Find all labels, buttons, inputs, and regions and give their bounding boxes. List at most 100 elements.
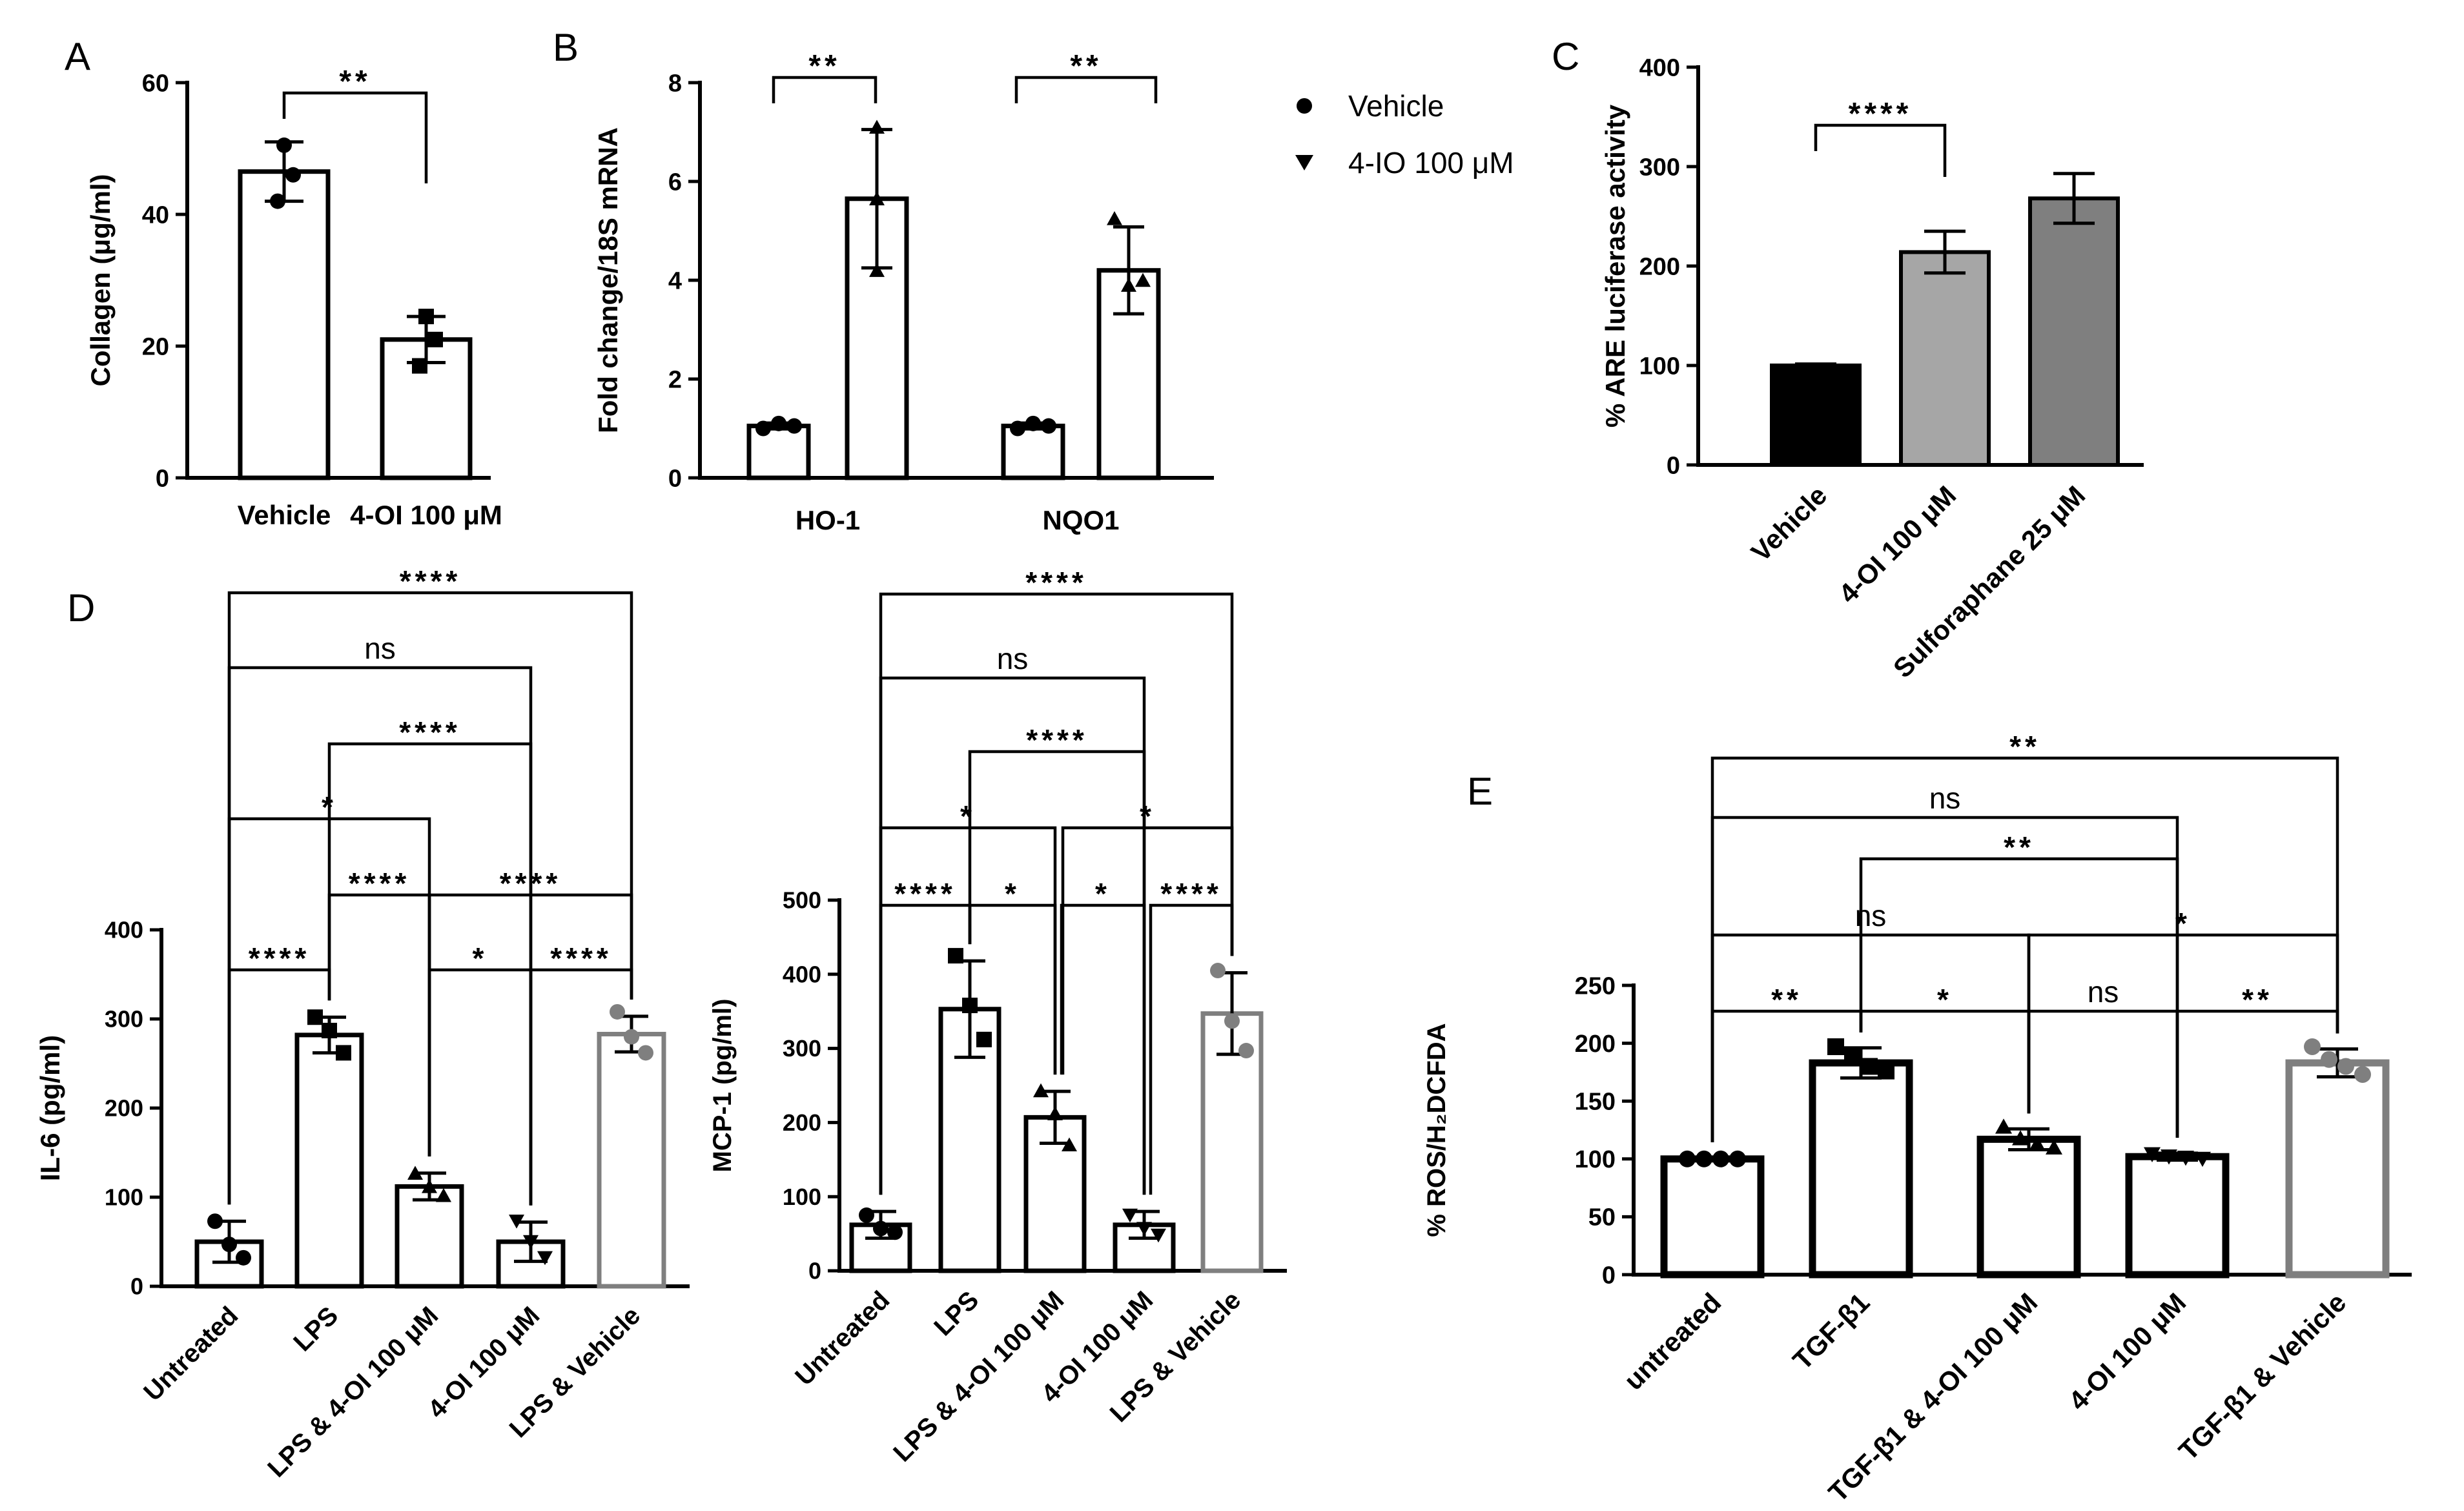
axis-e-ytick-label: 200 bbox=[1575, 1031, 1616, 1058]
axis-c-ytick-label: 200 bbox=[1639, 253, 1680, 280]
significance-bracket-label: **** bbox=[400, 564, 462, 598]
panel-letter-a: A bbox=[65, 35, 90, 78]
panel-letter-b: B bbox=[553, 26, 579, 69]
data-point bbox=[1878, 1062, 1894, 1080]
axis-c-ytick-label: 300 bbox=[1639, 154, 1680, 181]
x-tick-label-5: TGF-β1 & Vehicle bbox=[2173, 1287, 2352, 1466]
significance-bracket bbox=[879, 592, 1234, 1195]
bar-2 bbox=[1809, 1059, 1913, 1279]
data-point bbox=[976, 1031, 992, 1047]
significance-bracket-label: **** bbox=[349, 867, 411, 900]
axis-d-mcp1-ytick-label: 300 bbox=[783, 1035, 821, 1062]
axis-b-ytick-label: 2 bbox=[668, 366, 682, 393]
significance-bracket bbox=[2027, 1009, 2179, 1138]
significance-bracket-label: ** bbox=[1070, 49, 1102, 83]
axis-c-ytick-label: 0 bbox=[1667, 452, 1680, 479]
significance-bracket bbox=[772, 76, 878, 103]
data-point bbox=[869, 119, 885, 134]
x-tick-label-1: untreated bbox=[1618, 1287, 1727, 1396]
data-point bbox=[873, 1220, 888, 1237]
legend-vehicle-label: Vehicle bbox=[1348, 89, 1444, 123]
chart-c: 0 100 200 300 400 % ARE luciferase activity Ve… bbox=[1600, 54, 2144, 684]
x-tick-label-1: Vehicle bbox=[1745, 480, 1833, 568]
significance-bracket bbox=[282, 91, 428, 183]
data-point bbox=[624, 1029, 639, 1045]
significance-bracket-label: * bbox=[1095, 877, 1111, 910]
axis-d-mcp1-ytick-label: 500 bbox=[783, 887, 821, 914]
panel-letter-d: D bbox=[67, 586, 95, 630]
y-axis-title: Fold change/18S mRNA bbox=[593, 127, 623, 433]
significance-bracket-label: **** bbox=[550, 941, 612, 975]
bar-2 bbox=[1899, 250, 1991, 467]
data-point bbox=[962, 998, 978, 1014]
data-point bbox=[436, 1187, 451, 1202]
data-point bbox=[1210, 963, 1226, 979]
axis-d-mcp1-ytick-label: 100 bbox=[783, 1184, 821, 1210]
y-axis-title: % ROS/H₂DCFDA bbox=[1422, 1023, 1451, 1237]
y-axis-title: MCP-1 (pg/ml) bbox=[708, 999, 737, 1173]
axis-c-ytick-label: 100 bbox=[1639, 353, 1680, 380]
significance-bracket-label: ns bbox=[1929, 781, 1961, 815]
x-tick-label-2: TGF-β1 bbox=[1787, 1287, 1875, 1375]
data-point bbox=[869, 191, 885, 205]
data-point bbox=[276, 137, 292, 153]
axis-d-il6-ytick-label: 0 bbox=[130, 1273, 143, 1300]
axis-d-mcp1-ytick-label: 0 bbox=[808, 1258, 821, 1284]
significance-bracket bbox=[1814, 123, 1947, 177]
data-point bbox=[1224, 1013, 1240, 1029]
significance-bracket-label: * bbox=[473, 941, 488, 975]
data-point bbox=[2337, 1058, 2354, 1075]
data-point bbox=[1062, 1137, 1077, 1152]
significance-bracket-label: **** bbox=[1026, 723, 1088, 757]
axis-d-mcp1-ytick-label: 400 bbox=[783, 961, 821, 987]
bar-5 bbox=[1200, 1011, 1264, 1273]
data-point bbox=[1136, 1222, 1152, 1236]
bar-2 bbox=[294, 1033, 364, 1289]
data-point bbox=[509, 1215, 524, 1229]
data-point bbox=[2161, 1149, 2177, 1165]
chart-b: 0 2 4 6 8 Fold change/18S mRNA HO-1 NQO1 ** ** bbox=[593, 49, 1214, 535]
significance-bracket-label: ns bbox=[2088, 975, 2119, 1009]
data-point bbox=[1827, 1038, 1844, 1055]
data-point bbox=[537, 1251, 553, 1266]
axis-d-il6-ytick-label: 100 bbox=[105, 1184, 143, 1211]
axis-d-il6-ytick-label: 200 bbox=[105, 1095, 143, 1122]
x-tick-label-1: Untreated bbox=[138, 1301, 243, 1406]
significance-bracket-label: ** bbox=[2009, 730, 2040, 763]
x-tick-label-2: 4-OI 100 μM bbox=[350, 500, 502, 530]
data-point bbox=[523, 1235, 539, 1249]
bar-1 bbox=[1660, 1155, 1765, 1279]
significance-bracket-label: **** bbox=[500, 867, 562, 900]
bar-1 bbox=[238, 169, 331, 480]
data-point bbox=[610, 1003, 625, 1020]
data-point bbox=[1122, 1208, 1138, 1223]
data-point bbox=[407, 1166, 423, 1180]
data-point bbox=[221, 1237, 237, 1253]
chart-e: 0 50 100 150 200 250 % ROS/H₂DCFDA untreated TGF… bbox=[1422, 730, 2412, 1508]
data-point bbox=[2012, 1130, 2029, 1146]
legend-vehicle-marker bbox=[1297, 98, 1312, 114]
y-axis-title: IL-6 (pg/ml) bbox=[35, 1035, 65, 1181]
data-point bbox=[2046, 1139, 2062, 1155]
data-point bbox=[755, 420, 771, 437]
significance-bracket-label: ** bbox=[339, 65, 371, 99]
axis-a-ytick-label: 0 bbox=[156, 465, 169, 492]
data-point bbox=[1025, 415, 1041, 431]
legend-panel-b: Vehicle 4-IO 100 μM bbox=[1295, 89, 1514, 180]
data-point bbox=[859, 1207, 874, 1223]
significance-bracket-label: * bbox=[1005, 877, 1020, 910]
y-axis-title: % ARE luciferase activity bbox=[1600, 104, 1630, 427]
significance-bracket bbox=[1014, 76, 1158, 103]
data-point bbox=[2029, 1136, 2046, 1151]
significance-bracket-label: **** bbox=[1849, 97, 1913, 131]
x-tick-label-2: LPS bbox=[288, 1301, 344, 1357]
data-point bbox=[2354, 1065, 2371, 1083]
data-point bbox=[2177, 1150, 2194, 1166]
data-point bbox=[1995, 1118, 2012, 1134]
axis-e-ytick-label: 150 bbox=[1575, 1089, 1616, 1116]
data-point bbox=[2144, 1147, 2161, 1162]
y-axis-title: Collagen (μg/ml) bbox=[85, 174, 116, 386]
data-point bbox=[1107, 211, 1122, 225]
